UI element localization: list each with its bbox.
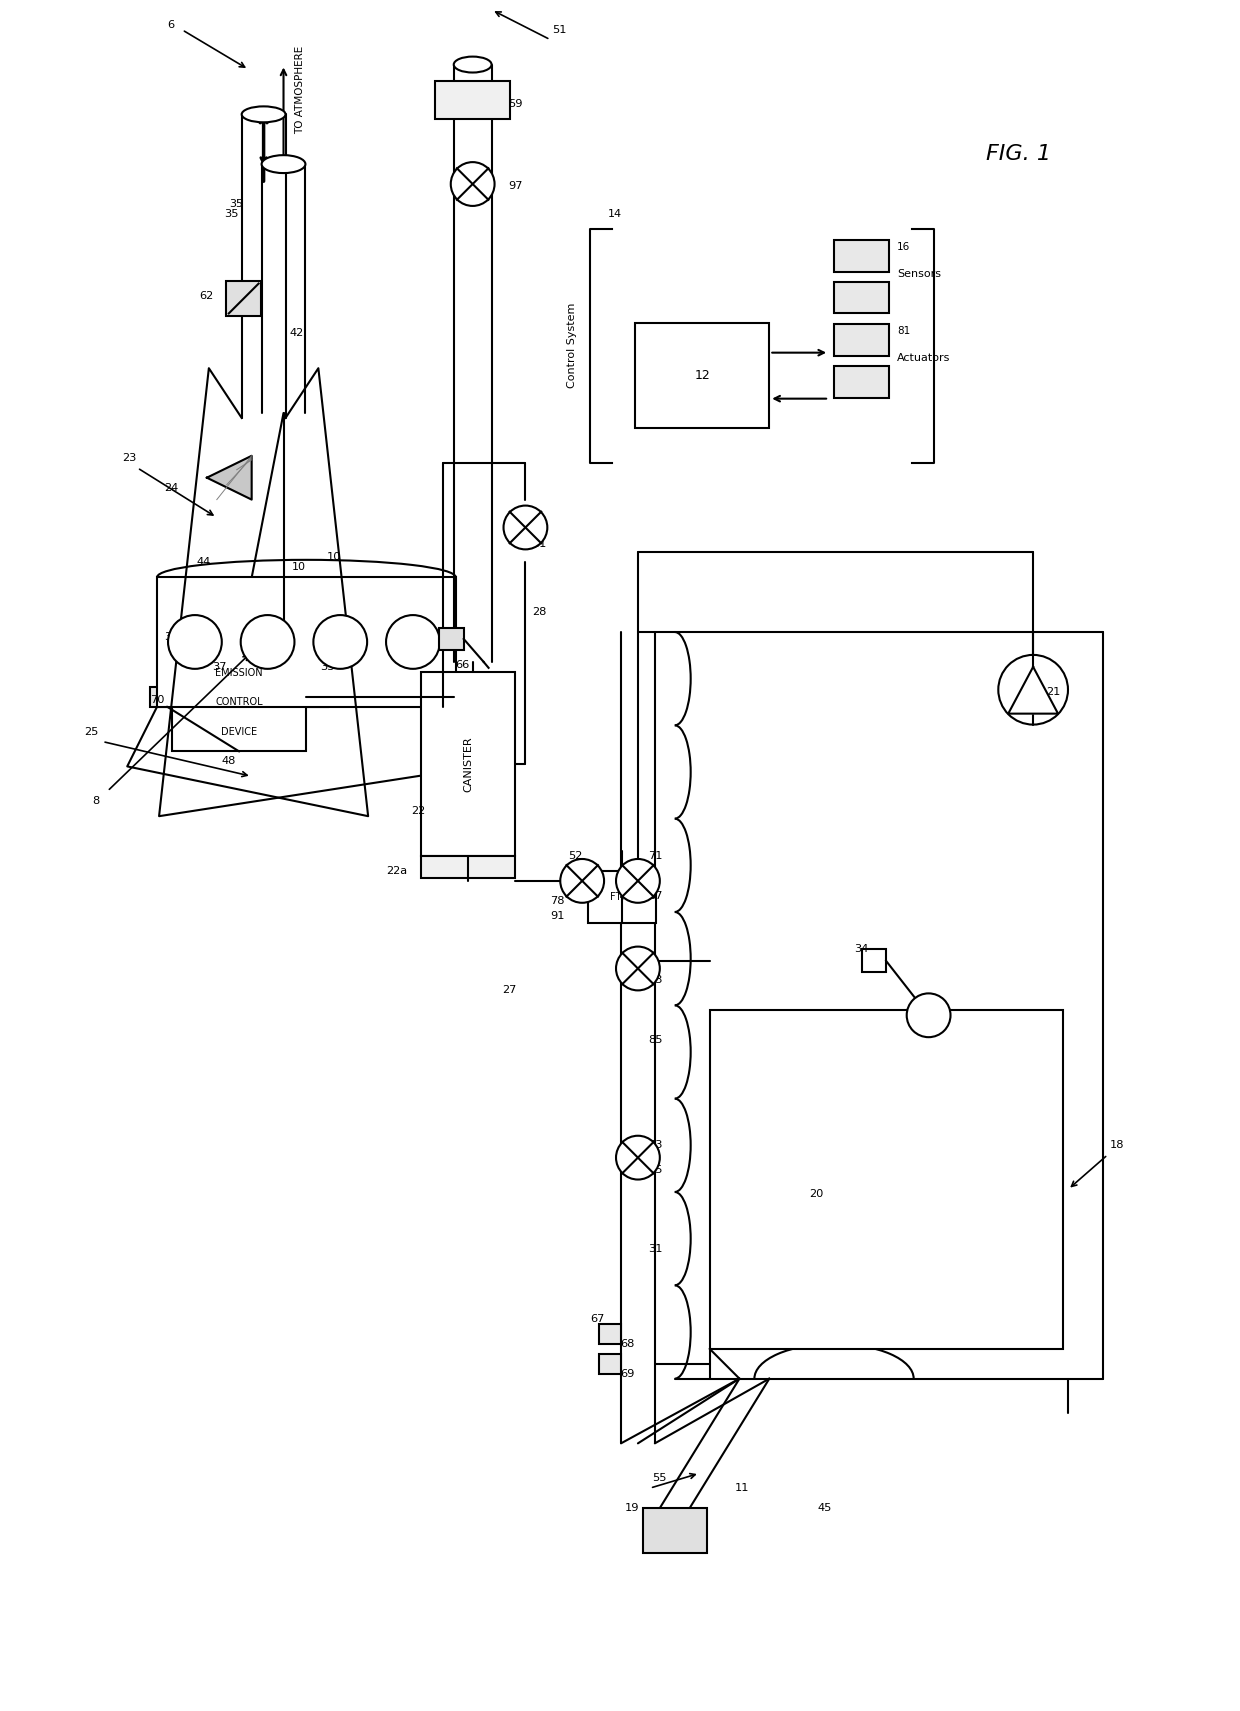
Text: 31: 31	[647, 1244, 662, 1254]
Bar	[862, 948, 885, 972]
Bar	[157, 577, 456, 707]
Text: 18: 18	[1110, 1140, 1125, 1150]
Bar	[835, 240, 889, 272]
Text: 14: 14	[608, 209, 622, 219]
Bar	[588, 871, 656, 922]
Text: 10: 10	[326, 553, 341, 563]
Circle shape	[560, 859, 604, 903]
Bar	[835, 282, 889, 313]
Bar	[172, 642, 306, 751]
Text: 81: 81	[897, 327, 910, 337]
Text: 11: 11	[734, 1483, 749, 1494]
Text: 68: 68	[620, 1338, 635, 1348]
Text: 37: 37	[212, 662, 227, 672]
Ellipse shape	[262, 156, 305, 173]
Bar	[420, 856, 516, 878]
Text: EMISSION: EMISSION	[216, 667, 263, 678]
Text: 51: 51	[552, 24, 567, 34]
Text: 69: 69	[620, 1369, 635, 1379]
Bar	[835, 325, 889, 356]
Text: 22: 22	[410, 806, 425, 816]
Text: 22a: 22a	[386, 866, 407, 876]
Bar	[309, 686, 329, 707]
Ellipse shape	[454, 56, 491, 72]
Text: 8: 8	[92, 796, 99, 806]
Bar	[835, 366, 889, 399]
Text: 85: 85	[647, 1035, 662, 1045]
Text: 27: 27	[502, 986, 517, 996]
Circle shape	[616, 859, 660, 903]
Polygon shape	[1008, 667, 1058, 713]
Text: 59: 59	[508, 99, 523, 110]
Text: 70: 70	[150, 695, 165, 705]
Circle shape	[451, 163, 495, 205]
Text: 71: 71	[647, 850, 662, 861]
Text: 48: 48	[222, 756, 236, 767]
Text: 66: 66	[456, 660, 470, 671]
Text: FTPT: FTPT	[610, 891, 634, 902]
Text: 78: 78	[551, 897, 564, 905]
Text: Sensors: Sensors	[897, 269, 941, 279]
Text: 10: 10	[291, 563, 305, 571]
Text: 24: 24	[164, 483, 179, 493]
Text: 62: 62	[198, 291, 213, 301]
Text: 28: 28	[532, 607, 547, 618]
Text: 12: 12	[694, 370, 711, 382]
Text: 55: 55	[652, 1473, 666, 1483]
Circle shape	[169, 614, 222, 669]
Bar	[435, 82, 511, 120]
Text: TO ATMOSPHERE: TO ATMOSPHERE	[295, 46, 305, 133]
Circle shape	[386, 614, 440, 669]
Text: 25: 25	[84, 727, 99, 736]
Circle shape	[241, 614, 294, 669]
Circle shape	[616, 1136, 660, 1179]
Bar	[439, 628, 464, 650]
Text: 67: 67	[590, 1314, 605, 1324]
Text: 75: 75	[647, 1165, 662, 1174]
Circle shape	[314, 614, 367, 669]
Bar	[599, 1353, 621, 1374]
Text: 73: 73	[647, 975, 662, 986]
Bar	[599, 1324, 621, 1343]
Text: Control System: Control System	[567, 303, 577, 388]
Circle shape	[616, 946, 660, 991]
Circle shape	[503, 505, 547, 549]
Bar	[420, 672, 516, 856]
Text: 33: 33	[320, 662, 335, 672]
Text: FIG. 1: FIG. 1	[986, 144, 1050, 164]
Text: 61: 61	[532, 539, 547, 549]
Text: 97: 97	[508, 181, 523, 192]
Text: 91: 91	[551, 910, 564, 921]
Bar	[709, 1009, 1063, 1348]
Text: 35: 35	[223, 209, 238, 219]
Text: 23: 23	[123, 453, 136, 462]
Text: 16: 16	[897, 241, 910, 252]
Text: 52: 52	[568, 850, 583, 861]
Text: 34: 34	[854, 943, 868, 953]
Text: 19: 19	[625, 1502, 640, 1513]
Bar	[150, 686, 170, 707]
Text: DEVICE: DEVICE	[221, 727, 257, 737]
Text: CONTROL: CONTROL	[216, 696, 263, 707]
Text: CANISTER: CANISTER	[464, 736, 474, 792]
Text: Actuators: Actuators	[897, 352, 950, 363]
Text: 45: 45	[817, 1502, 832, 1513]
Text: 83: 83	[647, 1140, 662, 1150]
Text: 21: 21	[1047, 686, 1060, 696]
Bar	[226, 281, 260, 317]
Text: 30: 30	[164, 631, 179, 642]
Polygon shape	[207, 455, 252, 500]
Text: 87: 87	[647, 891, 662, 900]
Bar	[642, 1507, 707, 1554]
Text: 6: 6	[167, 21, 174, 29]
Text: 35: 35	[228, 198, 243, 209]
Text: 20: 20	[810, 1189, 823, 1199]
Circle shape	[906, 994, 951, 1037]
Ellipse shape	[242, 106, 285, 121]
Text: 42: 42	[289, 329, 304, 339]
Bar	[635, 323, 769, 428]
Text: 44: 44	[197, 558, 211, 568]
